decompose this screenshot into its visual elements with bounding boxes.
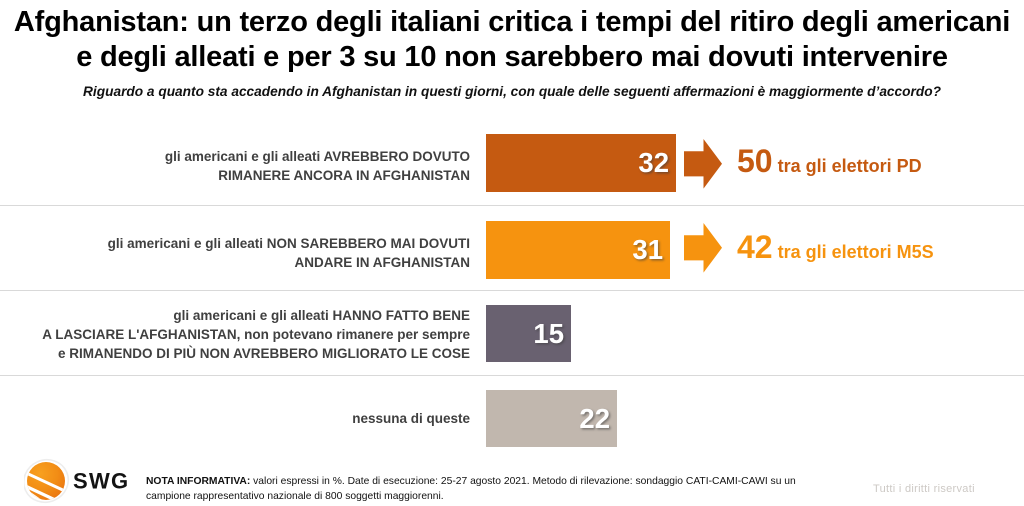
svg-text:SWG: SWG (73, 469, 129, 494)
